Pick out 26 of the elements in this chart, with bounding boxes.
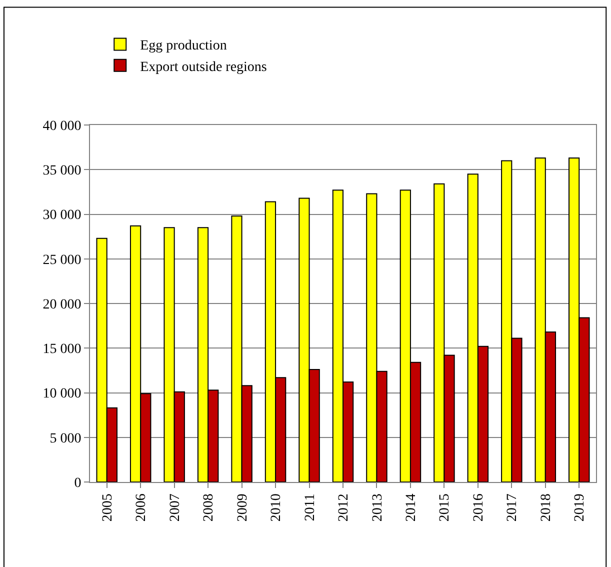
y-tick-label: 10 000	[42, 386, 82, 402]
x-tick-label: 2010	[269, 494, 284, 522]
x-tick-label: 2007	[168, 494, 183, 522]
x-tick-label: 2009	[235, 494, 250, 522]
x-tick-label: 2008	[202, 494, 217, 522]
x-tick-label: 2005	[100, 494, 116, 522]
y-tick-label: 15 000	[42, 342, 82, 358]
x-tick-label: 2011	[302, 494, 318, 522]
y-tick-label: 25 000	[42, 252, 82, 268]
x-tick-label: 2018	[538, 494, 554, 522]
x-tick-label: 2012	[336, 494, 352, 522]
x-tick-label: 2019	[572, 494, 588, 522]
y-tick-label: 40 000	[42, 118, 82, 134]
x-tick-label: 2017	[505, 494, 520, 522]
y-tick-label: 0	[74, 476, 82, 491]
y-tick-label: 30 000	[42, 208, 82, 224]
y-tick-label: 5 000	[50, 431, 82, 446]
x-tick-label: 2016	[471, 494, 486, 522]
legend-label: Export outside regions	[140, 60, 267, 75]
x-tick-label: 2014	[404, 494, 420, 522]
x-tick-label: 2015	[438, 494, 453, 522]
legend-label: Egg production	[140, 38, 227, 54]
y-tick-label: 35 000	[42, 164, 82, 179]
x-tick-label: 2006	[134, 494, 150, 522]
x-tick-label: 2013	[370, 494, 386, 522]
y-tick-label: 20 000	[42, 297, 82, 312]
